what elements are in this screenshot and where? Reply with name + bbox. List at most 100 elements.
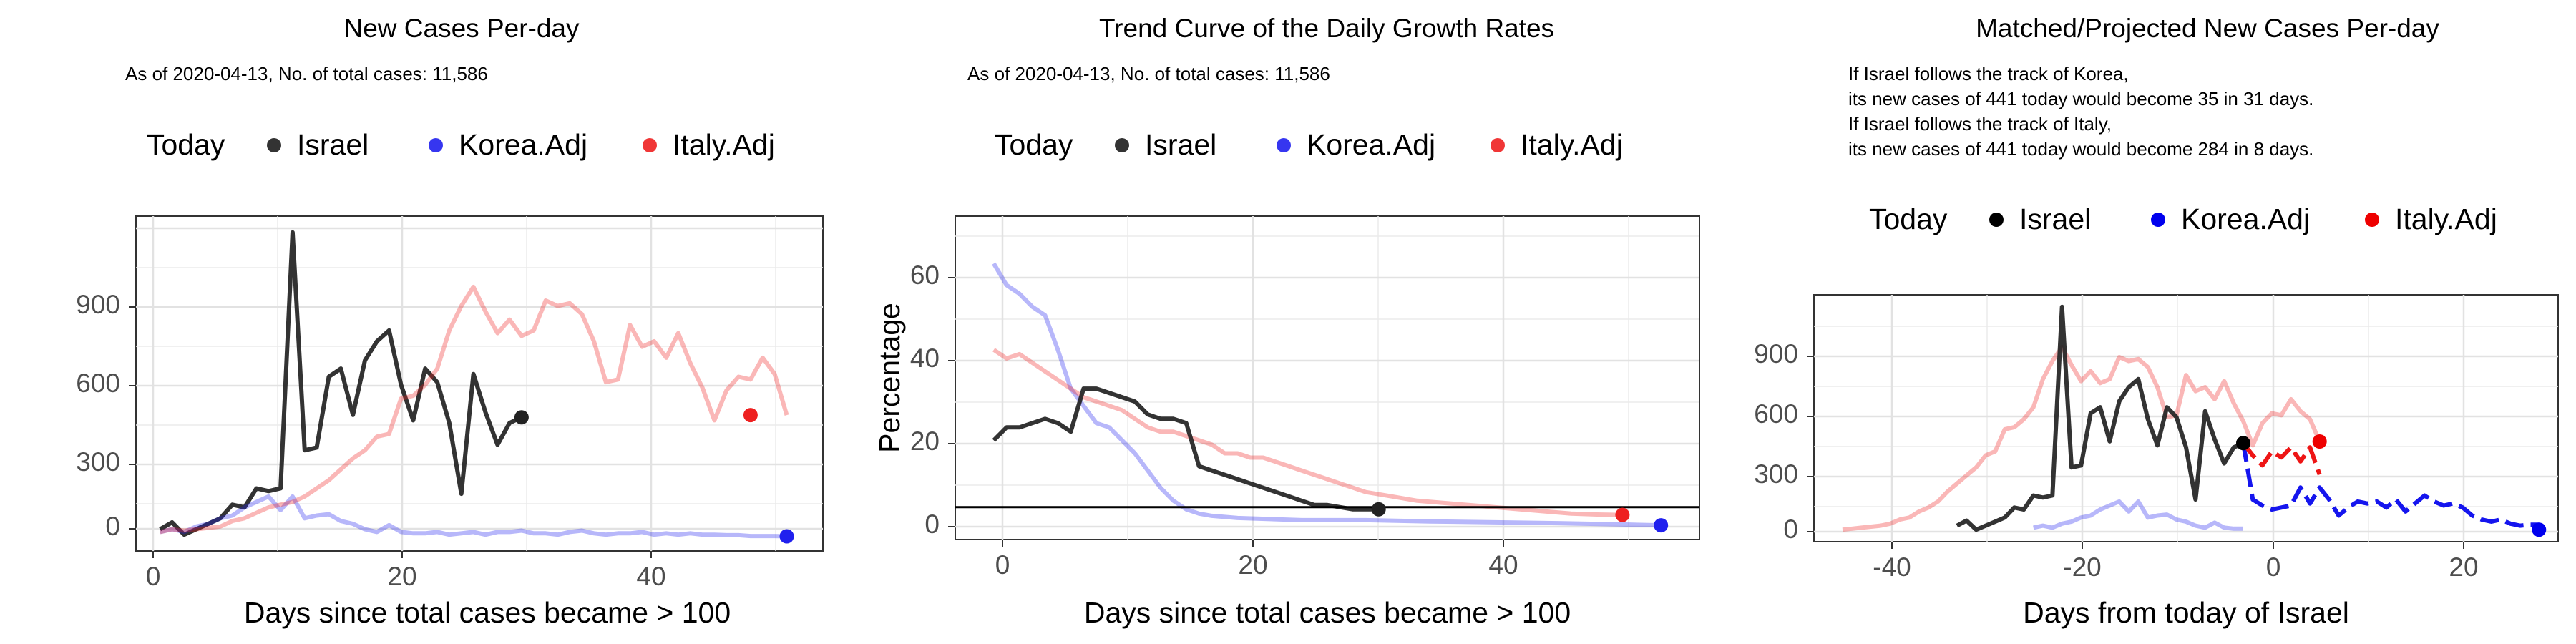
chart-title: New Cases Per-day	[343, 14, 580, 43]
legend-label-israel: Israel	[1145, 128, 1216, 161]
series-line-italy-adj	[160, 284, 789, 535]
series-layer	[992, 262, 1662, 528]
plot-panel	[1813, 294, 2559, 542]
legend-marker-italy	[1491, 138, 1505, 152]
y-tick-label: 900	[76, 290, 120, 319]
panel-new-cases: New Cases Per-day As of 2020-04-13, No. …	[76, 14, 824, 629]
legend-marker-israel	[1989, 213, 2004, 227]
series-line-israel	[992, 386, 1379, 512]
chart-title: Matched/Projected New Cases Per-day	[1976, 14, 2439, 43]
today-marker-korea-adj	[1654, 518, 1669, 533]
today-marker-italy-adj	[1615, 507, 1630, 522]
legend-label-korea: Korea.Adj	[1307, 128, 1435, 161]
subtitle-line: If Israel follows the track of Korea,	[1848, 63, 2129, 84]
subtitle-line: its new cases of 441 today would become …	[1848, 88, 2313, 109]
legend-label-korea: Korea.Adj	[459, 128, 587, 161]
legend-marker-italy	[643, 138, 657, 152]
legend: Today Israel Korea.Adj Italy.Adj	[1869, 203, 2497, 235]
today-marker-korea-adj	[779, 529, 794, 544]
legend-marker-israel	[1115, 138, 1129, 152]
y-axis: 900 600 300 0	[1754, 339, 1814, 544]
series-line-italy-adj-projected	[2241, 441, 2322, 476]
today-marker-israel	[1371, 502, 1386, 517]
today-marker-israel	[2236, 436, 2250, 451]
legend-label-italy: Italy.Adj	[1521, 128, 1623, 161]
chart-title: Trend Curve of the Daily Growth Rates	[1099, 14, 1554, 43]
legend-title: Today	[147, 128, 225, 161]
y-tick-label: 300	[1754, 459, 1798, 489]
subtitle-line: If Israel follows the track of Italy,	[1848, 113, 2112, 135]
plot-panel	[135, 215, 824, 552]
series-layer	[159, 230, 789, 539]
x-tick-label: 20	[387, 562, 416, 591]
legend-label-italy: Italy.Adj	[2395, 203, 2497, 235]
legend: Today Israel Korea.Adj Italy.Adj	[995, 128, 1623, 161]
series-line-korea-adj-projected	[2241, 442, 2540, 528]
series-line-italy-adj-matched	[1842, 344, 2322, 532]
legend-marker-korea	[1277, 138, 1291, 152]
panel-projected-cases: Matched/Projected New Cases Per-day If I…	[1754, 14, 2559, 629]
y-tick-label: 0	[924, 509, 940, 539]
x-tick-label: 0	[995, 550, 1010, 580]
x-axis-label: Days since total cases became > 100	[244, 596, 731, 629]
series-line-israel	[1956, 304, 2245, 532]
x-axis: 0 20 40 Days since total cases became > …	[146, 551, 731, 629]
y-tick-label: 0	[1783, 514, 1798, 544]
legend-marker-korea	[429, 138, 443, 152]
legend-label-korea: Korea.Adj	[2181, 203, 2310, 235]
y-tick-label: 0	[105, 512, 120, 541]
series-line-israel	[159, 230, 523, 537]
x-tick-label: 0	[2266, 552, 2281, 582]
legend-marker-korea	[2151, 213, 2165, 227]
series-line-korea-adj	[160, 494, 787, 539]
series-layer	[1842, 304, 2540, 532]
x-tick-label: 20	[1238, 550, 1267, 580]
x-tick-label: -40	[1873, 552, 1911, 582]
chart-subtitle: As of 2020-04-13, No. of total cases: 11…	[967, 63, 1330, 84]
x-axis-label: Days since total cases became > 100	[1084, 596, 1571, 629]
y-tick-label: 300	[76, 447, 120, 477]
plot-area	[955, 215, 1700, 540]
plot-area	[1813, 294, 2559, 542]
y-axis: Percentage 60 40 20 0	[873, 260, 955, 539]
today-marker-italy-adj	[2312, 434, 2327, 449]
series-line-korea-adj-matched	[2033, 499, 2243, 531]
grid	[136, 216, 823, 551]
marker-layer	[1371, 502, 1669, 533]
today-marker-italy-adj	[743, 408, 758, 423]
y-tick-label: 900	[1754, 339, 1798, 369]
y-axis: 900 600 300 0	[76, 290, 136, 541]
subtitle-line: its new cases of 441 today would become …	[1848, 138, 2313, 160]
y-tick-label: 40	[910, 343, 940, 373]
x-tick-label: -20	[2063, 552, 2101, 582]
plot-area	[135, 215, 824, 552]
legend-marker-italy	[2365, 213, 2379, 227]
x-tick-label: 0	[146, 562, 161, 591]
chart-subtitle: As of 2020-04-13, No. of total cases: 11…	[125, 63, 488, 84]
x-axis: 0 20 40 Days since total cases became > …	[995, 540, 1571, 629]
today-marker-israel	[514, 410, 529, 425]
x-tick-label: 40	[1488, 550, 1518, 580]
y-axis-label: Percentage	[873, 303, 906, 453]
marker-layer	[514, 408, 794, 544]
y-tick-label: 600	[76, 369, 120, 398]
series-line-korea-adj	[992, 262, 1662, 528]
y-tick-label: 600	[1754, 399, 1798, 429]
grid	[955, 216, 1699, 540]
today-marker-korea-adj	[2532, 522, 2547, 537]
y-tick-label: 20	[910, 426, 940, 456]
legend: Today Israel Korea.Adj Italy.Adj	[147, 128, 775, 161]
legend-label-israel: Israel	[2019, 203, 2091, 235]
legend-marker-israel	[267, 138, 281, 152]
series-line-italy-adj	[992, 348, 1623, 517]
legend-label-italy: Italy.Adj	[673, 128, 775, 161]
legend-title: Today	[1869, 203, 1948, 235]
x-axis: -40 -20 0 20 Days from today of Israel	[1873, 542, 2479, 629]
panel-growth-rates: Trend Curve of the Daily Growth Rates As…	[873, 14, 1700, 629]
chart-subtitle: If Israel follows the track of Korea, it…	[1848, 63, 2313, 160]
legend-title: Today	[995, 128, 1073, 161]
y-tick-label: 60	[910, 260, 940, 290]
x-tick-label: 20	[2449, 552, 2478, 582]
legend-label-israel: Israel	[297, 128, 369, 161]
